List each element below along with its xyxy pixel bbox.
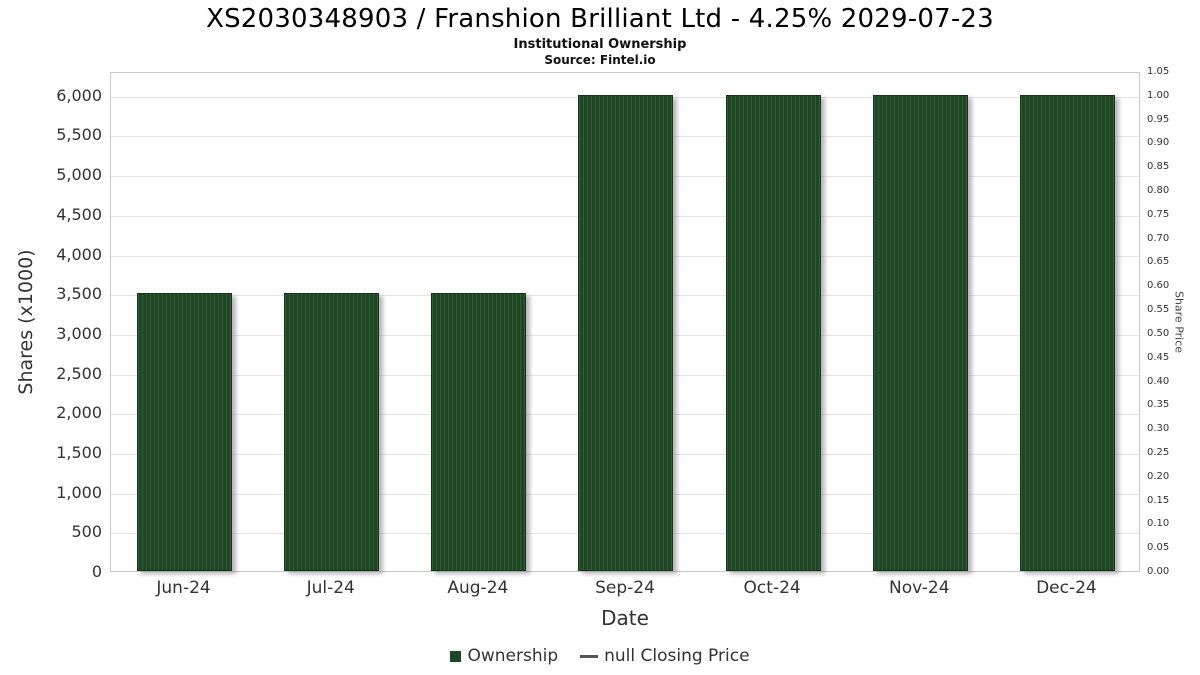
legend: Ownership null Closing Price [0,646,1200,666]
y-tick-right: 0.80 [1147,185,1170,197]
y-tick-right: 0.00 [1147,566,1170,577]
bar-slot [700,73,847,571]
y-tick-right: 0.70 [1147,232,1170,244]
y-tick-left: 1,000 [56,482,102,502]
legend-label: null Closing Price [604,646,750,666]
y-tick-left: 4,500 [56,204,102,224]
legend-item-ownership[interactable]: Ownership [450,646,558,666]
y-tick-right: 0.30 [1147,423,1170,435]
x-axis-title: Date [601,606,649,630]
bar-slot [111,73,258,571]
y-tick-right: 0.45 [1147,351,1170,363]
y-tick-right: 0.90 [1147,137,1170,149]
y-tick-left: 5,500 [56,125,102,145]
y-tick-right: 1.00 [1147,89,1170,101]
chart-subtitle: Institutional Ownership [513,37,687,52]
legend-label: Ownership [467,646,559,666]
x-tick-oct-24: Oct-24 [743,578,801,598]
y-tick-left: 0 [91,562,102,581]
bar-sep-24 [578,94,674,571]
y-tick-left: 4,000 [56,244,102,264]
y-tick-right: 0.40 [1147,375,1170,387]
y-tick-left: 3,000 [56,323,102,343]
bar-slot [552,73,699,571]
x-tick-sep-24: Sep-24 [595,578,655,598]
bar-jun-24 [137,293,233,571]
y-tick-left: 3,500 [56,284,102,304]
y-tick-right: 0.55 [1147,304,1170,316]
y-tick-right: 0.65 [1147,256,1170,268]
legend-square-marker [450,650,462,662]
y-tick-right: 1.05 [1147,66,1170,77]
y-tick-right: 0.60 [1147,280,1170,292]
x-axis: Jun-24 Jul-24 Aug-24 Sep-24 Oct-24 Nov-24 Dec-… [110,578,1140,598]
y-tick-left: 500 [71,522,102,542]
bar-slot [405,73,552,571]
x-tick-jun-24: Jun-24 [156,578,211,598]
y-tick-right: 0.10 [1147,518,1170,530]
bar-slot [847,73,994,571]
y-tick-left: 2,500 [56,363,102,383]
chart-title: XS2030348903 / Franshion Brilliant Ltd -… [206,4,994,34]
y-tick-right: 0.75 [1147,208,1170,220]
bar-dec-24 [1019,94,1115,571]
y-tick-left: 6,000 [56,85,102,105]
x-tick-nov-24: Nov-24 [889,578,950,598]
legend-line-marker [580,654,599,658]
bar-aug-24 [431,293,527,571]
bar-jul-24 [284,293,380,571]
y-tick-left: 5,000 [56,165,102,185]
bar-slot [258,73,405,571]
y-tick-left: 1,500 [56,442,102,462]
y-tick-left: 2,000 [56,403,102,423]
bar-nov-24 [872,94,968,571]
y-tick-right: 0.15 [1147,494,1170,506]
chart-source: Source: Fintel.io [544,53,656,67]
x-tick-aug-24: Aug-24 [447,578,509,598]
y-tick-right: 0.95 [1147,113,1170,125]
y-tick-right: 0.05 [1147,542,1170,554]
bar-oct-24 [725,94,821,571]
y-tick-right: 0.50 [1147,327,1170,339]
x-tick-dec-24: Dec-24 [1036,578,1097,598]
legend-item-null-closing-price[interactable]: null Closing Price [580,646,750,666]
y-tick-right: 0.35 [1147,399,1170,411]
y-axis-right-title: Share Price [1172,290,1186,354]
y-tick-right: 0.85 [1147,161,1170,173]
y-tick-right: 0.20 [1147,470,1170,482]
bar-slot [994,73,1141,571]
plot-area [110,72,1140,572]
y-tick-right: 0.25 [1147,446,1170,458]
x-tick-jul-24: Jul-24 [306,578,355,598]
